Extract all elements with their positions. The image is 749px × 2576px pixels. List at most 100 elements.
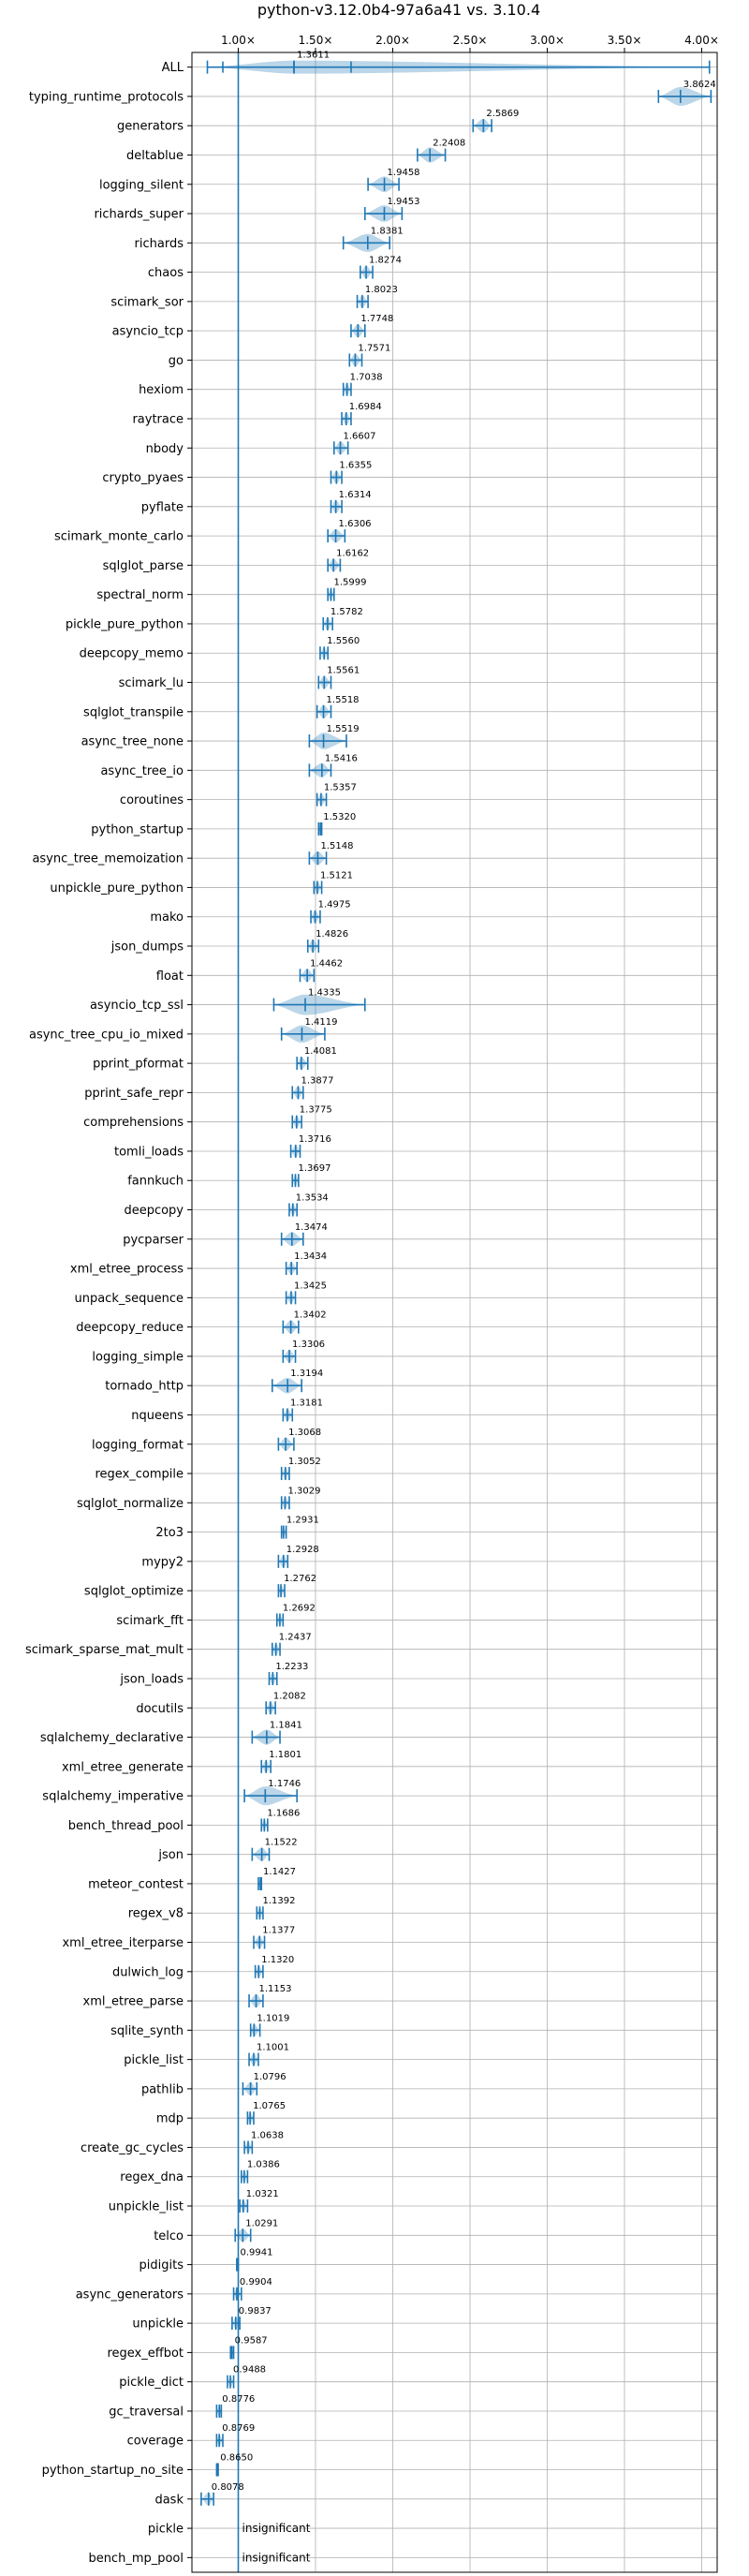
value-label: 1.3425 <box>294 1281 327 1291</box>
category-label: scimark_sor <box>110 295 184 309</box>
category-label: scimark_sparse_mat_mult <box>25 1643 184 1657</box>
category-label: regex_v8 <box>128 1907 184 1921</box>
category-label: comprehensions <box>83 1116 184 1130</box>
category-label: logging_format <box>92 1438 184 1452</box>
category-label: pidigits <box>140 2258 184 2273</box>
value-label: 1.0291 <box>245 2218 278 2228</box>
category-label: xml_etree_iterparse <box>62 1936 184 1950</box>
value-label: 1.5561 <box>327 666 360 676</box>
value-label: 1.1841 <box>270 1721 302 1731</box>
value-label: 1.3029 <box>287 1486 320 1496</box>
value-label: 0.8769 <box>222 2423 255 2434</box>
value-label: 0.8776 <box>222 2394 255 2405</box>
category-label: raytrace <box>132 412 184 426</box>
category-label: regex_dna <box>120 2170 184 2184</box>
value-label: 1.3716 <box>299 1134 331 1145</box>
category-label: xml_etree_generate <box>62 1760 184 1774</box>
category-label: chaos <box>148 266 184 280</box>
value-label: 2.5869 <box>486 109 519 119</box>
value-label: 0.9837 <box>239 2306 272 2317</box>
value-label: 1.4081 <box>304 1046 337 1057</box>
category-label: dulwich_log <box>112 1965 184 1979</box>
value-label: 0.8650 <box>220 2453 253 2464</box>
value-label: 1.7038 <box>350 373 383 383</box>
category-label: json_loads <box>119 1672 184 1686</box>
value-label: 1.5121 <box>320 870 353 881</box>
insignificant-label: insignificant <box>242 2551 311 2564</box>
x-tick-label: 1.50× <box>299 34 333 47</box>
value-label: 1.1001 <box>257 2043 289 2053</box>
value-label: 1.6306 <box>339 519 372 529</box>
category-label: typing_runtime_protocols <box>29 90 184 104</box>
category-label: scimark_lu <box>119 676 184 690</box>
category-label: xml_etree_parse <box>83 1995 184 2009</box>
category-label: pprint_pformat <box>93 1058 184 1072</box>
category-label: create_gc_cycles <box>81 2141 184 2155</box>
value-label: 1.1019 <box>257 2013 289 2023</box>
category-label: deepcopy <box>124 1204 184 1218</box>
value-label: 1.3534 <box>296 1193 329 1204</box>
category-label: tornado_http <box>105 1380 184 1394</box>
category-label: go <box>169 354 184 368</box>
category-label: pickle_list <box>124 2053 184 2067</box>
category-label: logging_simple <box>92 1350 184 1364</box>
category-label: regex_compile <box>95 1468 184 1482</box>
x-tick-label: 4.00× <box>684 34 719 47</box>
category-label: deepcopy_reduce <box>76 1321 184 1335</box>
category-label: unpack_sequence <box>74 1292 184 1306</box>
category-label: bench_thread_pool <box>68 1819 184 1833</box>
value-label: 1.9453 <box>387 197 419 207</box>
category-label: logging_silent <box>99 178 184 192</box>
value-label: 2.2408 <box>433 138 465 148</box>
value-label: 1.0638 <box>251 2130 284 2140</box>
value-label: 1.0386 <box>247 2160 280 2170</box>
x-tick-label: 1.00× <box>221 34 256 47</box>
value-label: 1.3068 <box>288 1428 321 1438</box>
x-tick-label: 3.00× <box>530 34 565 47</box>
value-label: 1.1377 <box>262 1926 295 1936</box>
value-label: 1.4826 <box>316 929 348 940</box>
value-label: 1.4462 <box>310 958 343 969</box>
category-label: float <box>156 970 184 984</box>
category-label: generators <box>117 120 184 134</box>
value-label: 1.2692 <box>283 1603 316 1613</box>
value-label: 1.2082 <box>273 1691 306 1701</box>
value-label: 0.9587 <box>235 2335 268 2346</box>
value-label: 1.3306 <box>292 1340 325 1350</box>
category-label: pickle_pure_python <box>66 617 184 631</box>
category-label: asyncio_tcp <box>112 325 184 339</box>
value-label: 1.5148 <box>320 841 353 851</box>
value-label: 1.3611 <box>297 51 330 61</box>
category-label: coverage <box>127 2435 184 2449</box>
value-label: 1.0765 <box>253 2101 286 2111</box>
value-label: 1.3775 <box>300 1105 332 1116</box>
value-label: 1.1801 <box>269 1750 301 1760</box>
value-label: 1.3434 <box>294 1251 327 1262</box>
value-label: 1.2762 <box>284 1574 316 1584</box>
value-label: 0.9488 <box>233 2365 266 2376</box>
category-label: sqlglot_transpile <box>83 705 184 719</box>
value-label: 1.6984 <box>349 402 382 412</box>
value-label: 1.1392 <box>262 1896 295 1906</box>
x-tick-label: 2.50× <box>453 34 488 47</box>
value-label: 1.1320 <box>261 1955 294 1965</box>
category-label: gc_traversal <box>109 2405 184 2419</box>
data-marks: 1.3611 3.8624 2.5869 2.2408 1.9458 1.9453 1.83… <box>200 51 716 2572</box>
value-label: 1.3402 <box>294 1310 327 1321</box>
category-label: async_generators <box>76 2287 184 2302</box>
value-label: 1.7748 <box>360 314 393 324</box>
value-label: 1.1686 <box>267 1808 300 1818</box>
value-label: 1.4119 <box>304 1017 337 1028</box>
value-label: 1.1522 <box>265 1838 298 1848</box>
value-label: 1.8274 <box>369 256 402 266</box>
category-label: 2to3 <box>155 1526 184 1540</box>
category-label: richards_super <box>94 208 184 222</box>
category-label: fannkuch <box>127 1175 184 1189</box>
category-label: pickle <box>148 2523 184 2537</box>
value-label: 1.5320 <box>323 812 356 822</box>
value-label: 1.3877 <box>301 1075 333 1086</box>
category-label: richards <box>135 237 184 251</box>
value-label: 0.9941 <box>241 2248 273 2258</box>
category-label: telco <box>154 2229 184 2243</box>
x-tick-label: 2.00× <box>375 34 410 47</box>
